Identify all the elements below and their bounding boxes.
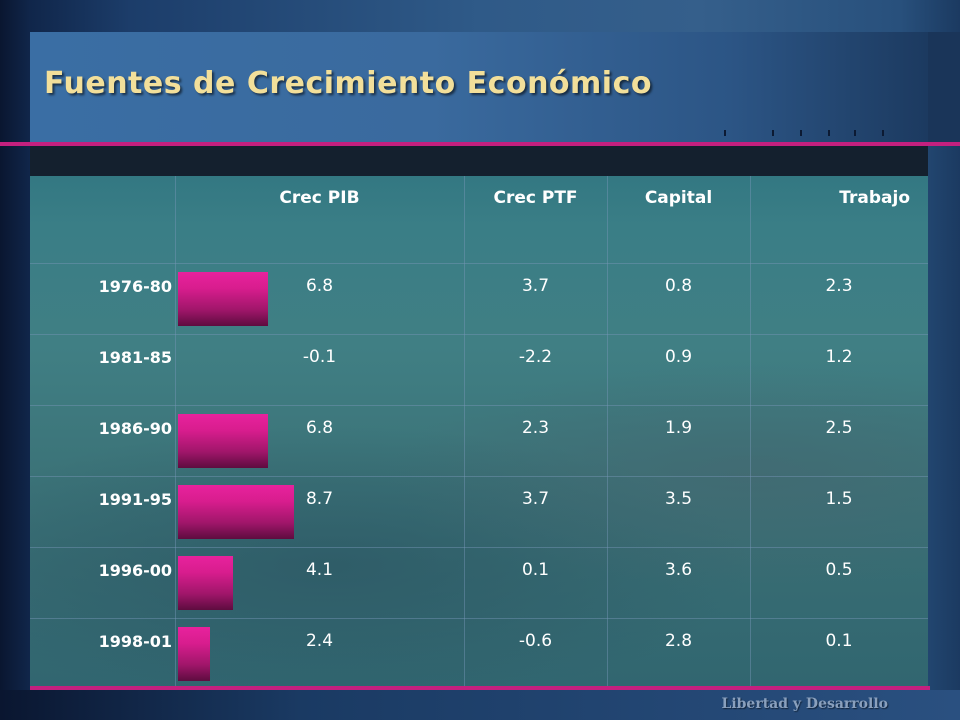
grid-line xyxy=(30,334,928,335)
grid-line xyxy=(607,176,608,686)
row-period-label: 1991-95 xyxy=(98,490,172,509)
cell-trabajo: 1.5 xyxy=(825,489,853,509)
row-period-label: 1976-80 xyxy=(98,277,172,296)
title-band-edge xyxy=(928,32,960,142)
cell-crec-pib: 6.8 xyxy=(305,418,334,438)
row-period-label: 1998-01 xyxy=(98,632,172,651)
cell-trabajo: 2.3 xyxy=(825,276,853,296)
cell-capital: 0.9 xyxy=(664,347,693,367)
column-header-crec-ptf: Crec PTF xyxy=(493,188,578,208)
row-period-label: 1996-00 xyxy=(98,561,172,580)
grid-line xyxy=(750,176,751,686)
cell-crec-ptf: 0.1 xyxy=(521,560,550,580)
cell-crec-ptf: 3.7 xyxy=(521,276,550,296)
cell-crec-pib: 6.8 xyxy=(305,276,334,296)
accent-rule-bottom xyxy=(30,686,930,690)
column-header-trabajo: Trabajo xyxy=(839,188,910,208)
grid-line xyxy=(30,405,928,406)
title-band xyxy=(30,32,928,142)
grid-line xyxy=(464,176,465,686)
cell-crec-ptf: 3.7 xyxy=(521,489,550,509)
cell-crec-pib: 8.7 xyxy=(305,489,334,509)
cell-crec-pib: -0.1 xyxy=(302,347,337,367)
column-header-capital: Capital xyxy=(644,188,713,208)
cell-trabajo: 0.5 xyxy=(825,560,853,580)
crec-pib-bar xyxy=(178,556,233,610)
column-header-crec-pib: Crec PIB xyxy=(279,188,360,208)
grid-line xyxy=(175,176,176,686)
cell-trabajo: 0.1 xyxy=(825,631,853,651)
grid-line xyxy=(30,618,928,619)
page-title: Fuentes de Crecimiento Económico xyxy=(44,66,652,101)
crec-pib-bar xyxy=(178,272,268,326)
crec-pib-bar xyxy=(178,485,294,539)
cell-trabajo: 1.2 xyxy=(825,347,853,367)
cell-capital: 3.6 xyxy=(664,560,693,580)
cell-crec-pib: 4.1 xyxy=(305,560,334,580)
grid-line xyxy=(30,476,928,477)
row-period-label: 1986-90 xyxy=(98,419,172,438)
crec-pib-bar xyxy=(178,627,210,681)
cell-trabajo: 2.5 xyxy=(825,418,853,438)
accent-rule-top xyxy=(0,142,960,146)
grid-line xyxy=(30,263,928,264)
cell-capital: 3.5 xyxy=(664,489,693,509)
cell-crec-ptf: -2.2 xyxy=(518,347,553,367)
cell-capital: 1.9 xyxy=(664,418,693,438)
cell-capital: 2.8 xyxy=(664,631,693,651)
footer-strip xyxy=(0,690,960,720)
decorative-tickmarks xyxy=(720,130,900,138)
cell-crec-ptf: 2.3 xyxy=(521,418,550,438)
grid-line xyxy=(30,547,928,548)
cell-capital: 0.8 xyxy=(664,276,693,296)
cell-crec-ptf: -0.6 xyxy=(518,631,553,651)
row-period-label: 1981-85 xyxy=(98,348,172,367)
cell-crec-pib: 2.4 xyxy=(305,631,334,651)
table-top-strip xyxy=(30,146,928,176)
table-background-photo xyxy=(30,146,928,686)
footer-brand-logo: Libertad y Desarrollo xyxy=(721,696,888,712)
crec-pib-bar xyxy=(178,414,268,468)
